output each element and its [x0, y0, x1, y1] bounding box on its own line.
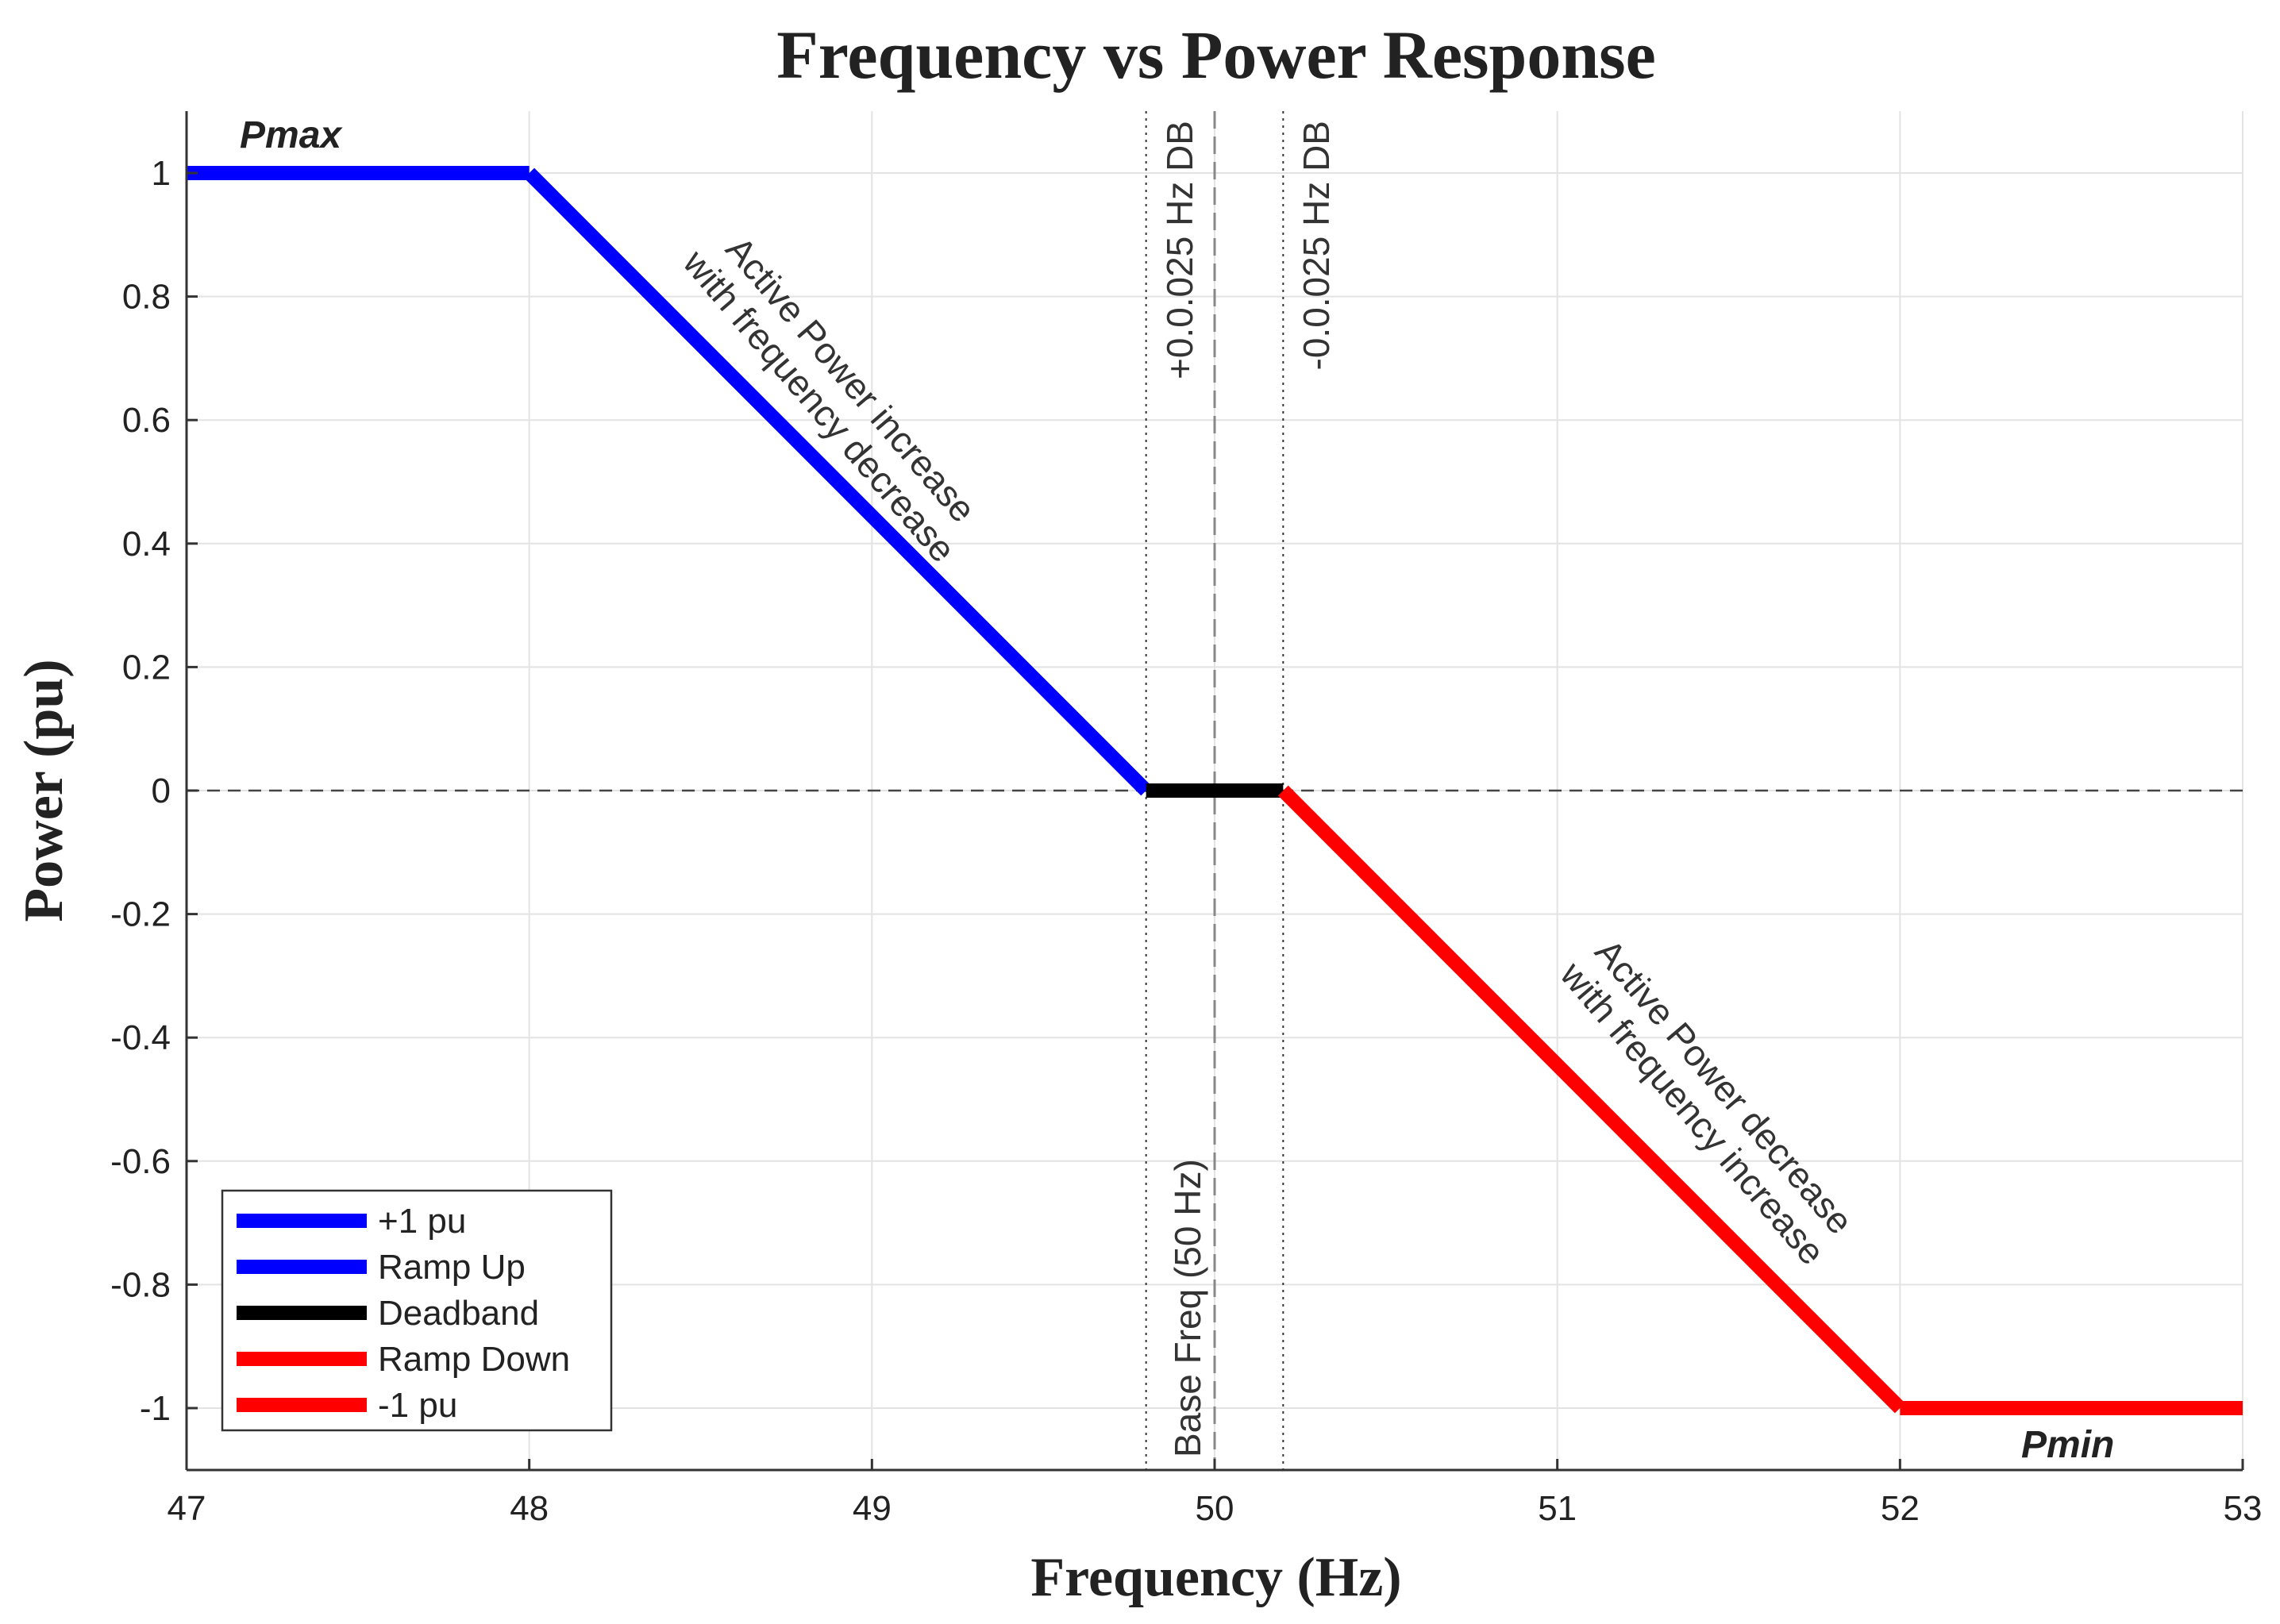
base-freq-label: Base Freq (50 Hz) — [1167, 1159, 1208, 1457]
x-tick-label: 47 — [168, 1489, 206, 1528]
db-minus-label: -0.0.025 Hz DB — [1296, 121, 1337, 370]
legend-label: -1 pu — [378, 1386, 457, 1425]
y-tick-label: 0.2 — [122, 648, 171, 687]
x-tick-label: 49 — [853, 1489, 892, 1528]
y-tick-label: 0.4 — [122, 525, 171, 564]
x-tick-label: 52 — [1881, 1489, 1920, 1528]
y-tick-label: 0.8 — [122, 278, 171, 317]
series-line — [524, 167, 1152, 796]
y-tick-label: 1 — [152, 154, 171, 193]
legend: +1 pu Ramp Up Deadband Ramp Down -1 pu — [221, 1189, 613, 1432]
legend-label: Ramp Down — [378, 1340, 570, 1379]
y-tick-label: -1 — [140, 1389, 171, 1428]
y-tick-label: -0.2 — [110, 895, 171, 934]
pmax-label: Pmax — [240, 114, 343, 156]
y-tick-label: -0.8 — [110, 1265, 171, 1304]
x-tick-label: 50 — [1196, 1489, 1234, 1528]
legend-label: Ramp Up — [378, 1248, 526, 1287]
y-ticks: 1 0.8 0.6 0.4 0.2 0 -0.2 -0.4 -0.6 -0.8 -1 — [110, 154, 198, 1428]
y-axis-label: Power (pu) — [13, 659, 75, 922]
y-tick-label: 0 — [152, 772, 171, 810]
pmin-label: Pmin — [2021, 1424, 2114, 1466]
x-tick-label: 51 — [1538, 1489, 1577, 1528]
x-tick-label: 48 — [510, 1489, 549, 1528]
legend-label: +1 pu — [378, 1202, 466, 1241]
y-tick-label: -0.4 — [110, 1018, 171, 1057]
series-group — [187, 166, 2243, 1415]
y-tick-label: 0.6 — [122, 401, 171, 440]
x-ticks: 47 48 49 50 51 52 53 — [168, 1459, 2263, 1528]
x-tick-label: 53 — [2224, 1489, 2263, 1528]
y-tick-label: -0.6 — [110, 1142, 171, 1181]
legend-label: Deadband — [378, 1294, 539, 1333]
db-plus-label: +0.0.025 Hz DB — [1159, 121, 1200, 379]
x-axis-label: Frequency (Hz) — [1030, 1547, 1401, 1608]
series-line — [1277, 785, 1905, 1414]
chart-title: Frequency vs Power Response — [776, 17, 1656, 93]
